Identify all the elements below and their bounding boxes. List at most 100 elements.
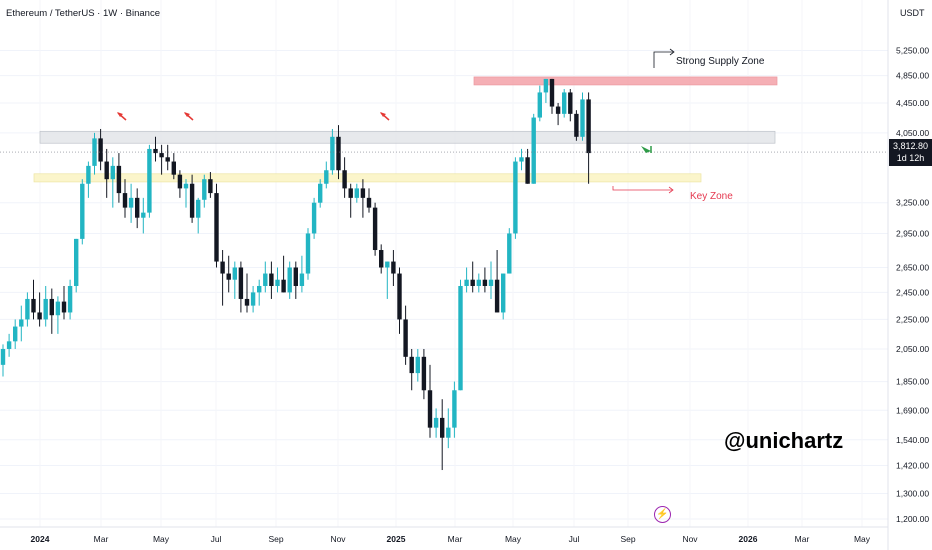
candle — [555, 102, 561, 126]
candle-body — [116, 165, 122, 194]
candle-body — [257, 285, 262, 293]
x-tick-label: Mar — [795, 534, 810, 544]
candle-body — [104, 161, 109, 180]
y-tick-label: 2,650.00 — [896, 262, 929, 272]
candle-body — [494, 279, 500, 313]
candle — [421, 348, 427, 400]
candle — [25, 292, 30, 327]
x-tick-label: Nov — [682, 534, 698, 544]
candle-body — [586, 99, 591, 154]
candle-body — [525, 157, 530, 184]
green-arrow-icon — [641, 146, 652, 153]
candle — [55, 296, 61, 334]
y-tick-label: 4,050.00 — [896, 128, 929, 138]
y-tick-label: 2,250.00 — [896, 314, 929, 324]
candle — [446, 408, 451, 449]
supply-zone-arrow — [653, 51, 673, 68]
candle — [427, 364, 433, 438]
y-tick-label: 1,540.00 — [896, 435, 929, 445]
candle-body — [446, 427, 451, 438]
candle — [525, 148, 530, 184]
candle — [586, 92, 591, 184]
candle-body — [189, 183, 195, 218]
red-flag-icon — [117, 112, 127, 121]
candle-body — [537, 92, 542, 118]
candle — [43, 285, 48, 327]
candle — [98, 128, 103, 171]
candle — [501, 273, 506, 320]
candle — [324, 161, 329, 189]
candle-body — [531, 117, 536, 184]
candle — [385, 261, 390, 299]
candle — [568, 89, 573, 122]
supply-zone-arrowhead — [669, 48, 675, 56]
candle — [135, 188, 140, 229]
candle-body — [110, 165, 115, 180]
candle-body — [153, 148, 158, 154]
candle-body — [6, 341, 12, 349]
candle-body — [403, 319, 408, 357]
candle-body — [391, 261, 396, 274]
candle-body — [67, 285, 73, 313]
candle — [238, 261, 244, 313]
y-tick-label: 4,450.00 — [896, 98, 929, 108]
candle-body — [366, 197, 372, 208]
y-tick-label: 2,050.00 — [896, 344, 929, 354]
candle — [403, 305, 408, 365]
flash-event-icon[interactable]: ⚡ — [654, 506, 671, 523]
candle — [531, 113, 536, 184]
candle-body — [562, 92, 567, 114]
x-tick-label: Jul — [211, 534, 222, 544]
resistance-zone — [39, 130, 776, 144]
candle-body — [415, 356, 420, 374]
candle — [318, 179, 323, 208]
x-tick-label: 2026 — [739, 534, 758, 544]
candle-body — [128, 197, 134, 208]
candle-body — [208, 179, 213, 194]
candle-body — [19, 319, 24, 327]
y-tick-label: 2,950.00 — [896, 228, 929, 238]
candle-body — [555, 106, 561, 114]
candle — [311, 197, 317, 239]
candle — [189, 174, 195, 223]
candle — [433, 408, 439, 438]
candle-body — [513, 161, 518, 234]
candle — [513, 157, 518, 239]
candle-body — [98, 138, 103, 162]
candle-body — [488, 279, 494, 286]
candle — [452, 381, 457, 438]
candle — [354, 183, 359, 203]
candle — [562, 89, 567, 118]
candle — [543, 78, 549, 103]
candle-countdown: 1d 12h — [896, 153, 925, 163]
key-zone-arrow — [612, 186, 673, 191]
candle-body — [348, 188, 353, 198]
y-tick-label: 1,300.00 — [896, 489, 929, 499]
candle-body — [141, 212, 146, 218]
candle — [330, 128, 335, 175]
candle — [580, 92, 585, 141]
candle — [494, 250, 500, 313]
x-tick-label: Mar — [94, 534, 109, 544]
candle — [153, 136, 158, 162]
candle-body — [580, 99, 585, 137]
candle — [208, 172, 213, 198]
candle — [470, 261, 475, 293]
candle — [165, 144, 170, 171]
candle-body — [281, 279, 286, 293]
y-tick-label: 1,420.00 — [896, 461, 929, 471]
candle — [67, 279, 73, 320]
candle-body — [482, 279, 488, 286]
candle-body — [13, 326, 18, 342]
candle-body — [464, 279, 469, 286]
candle-body — [458, 285, 463, 391]
candle — [177, 170, 183, 198]
candle — [92, 132, 97, 175]
x-tick-label: Mar — [448, 534, 463, 544]
candle-body — [354, 188, 359, 198]
candle-body — [440, 417, 445, 438]
candle — [537, 85, 542, 122]
candle-body — [293, 267, 298, 286]
